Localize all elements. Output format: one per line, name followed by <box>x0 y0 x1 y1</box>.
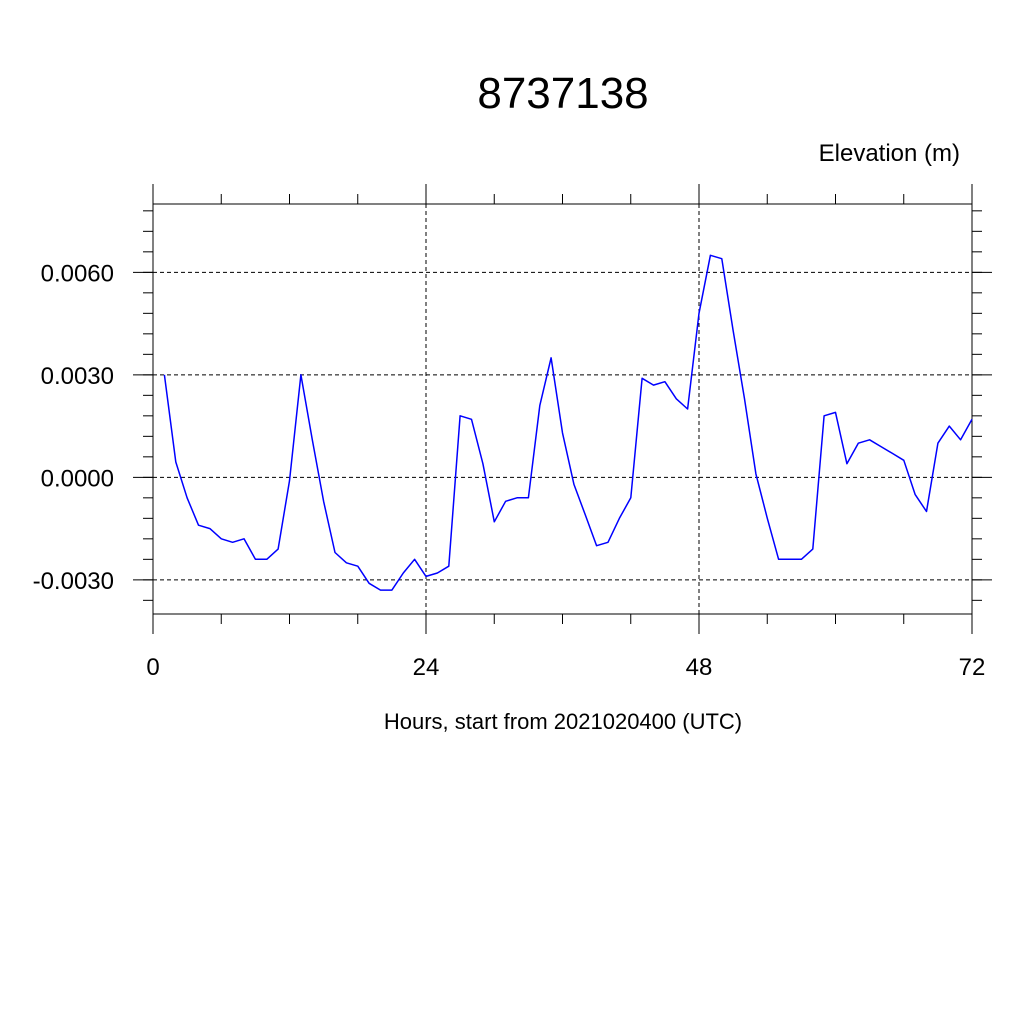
series-line <box>163 254 973 591</box>
data-point <box>698 312 701 315</box>
data-point <box>516 496 519 499</box>
data-point <box>550 356 553 359</box>
data-point <box>857 442 860 445</box>
data-point <box>299 373 302 376</box>
data-point <box>527 496 530 499</box>
data-point <box>868 438 871 441</box>
data-point <box>766 517 769 520</box>
data-point <box>186 496 189 499</box>
y-tick-label: 0.0060 <box>41 260 114 287</box>
data-point <box>231 541 234 544</box>
data-point <box>572 483 575 486</box>
data-point <box>800 558 803 561</box>
data-point <box>823 414 826 417</box>
data-point <box>288 479 291 482</box>
data-point <box>845 462 848 465</box>
data-point <box>891 452 894 455</box>
data-point <box>732 329 735 332</box>
data-point <box>447 565 450 568</box>
data-point <box>197 524 200 527</box>
data-point <box>413 558 416 561</box>
data-point <box>686 408 689 411</box>
data-point <box>368 582 371 585</box>
data-point <box>629 496 632 499</box>
data-point <box>345 561 348 564</box>
data-point <box>561 431 564 434</box>
data-point <box>390 589 393 592</box>
plot-frame <box>152 203 973 615</box>
units-label: Elevation (m) <box>819 140 960 167</box>
data-point <box>254 558 257 561</box>
data-point <box>936 442 939 445</box>
data-point <box>208 527 211 530</box>
x-tick-label: 48 <box>686 654 713 681</box>
tick-labels: 0 24 48 72 -0.0030 0.0000 0.0030 0.0060 <box>33 260 986 681</box>
y-tick-label: 0.0000 <box>41 465 114 492</box>
data-point <box>663 380 666 383</box>
data-point <box>709 254 712 257</box>
data-point <box>914 493 917 496</box>
data-point <box>584 513 587 516</box>
data-point <box>618 517 621 520</box>
x-tick-label: 0 <box>146 654 159 681</box>
x-axis-label: Hours, start from 2021020400 (UTC) <box>384 709 742 734</box>
chart-title: 8737138 <box>477 69 648 118</box>
major-ticks <box>133 184 992 634</box>
x-tick-label: 72 <box>959 654 986 681</box>
x-tick-label: 24 <box>413 654 440 681</box>
data-point <box>720 257 723 260</box>
data-point <box>538 404 541 407</box>
data-point <box>493 520 496 523</box>
data-point <box>504 500 507 503</box>
data-point <box>834 411 837 414</box>
data-point <box>652 384 655 387</box>
data-point <box>356 565 359 568</box>
y-tick-label: -0.0030 <box>33 568 114 595</box>
data-point <box>925 510 928 513</box>
data-point <box>948 425 951 428</box>
data-point <box>641 377 644 380</box>
data-point <box>311 438 314 441</box>
data-point <box>470 418 473 421</box>
data-point <box>379 589 382 592</box>
data-point <box>789 558 792 561</box>
data-point <box>425 575 428 578</box>
data-point <box>595 544 598 547</box>
data-point <box>402 572 405 575</box>
data-point <box>902 459 905 462</box>
data-point <box>174 461 177 464</box>
y-tick-label: 0.0030 <box>41 363 114 390</box>
series-group <box>163 254 974 592</box>
data-point <box>220 537 223 540</box>
data-point <box>322 500 325 503</box>
data-point <box>436 572 439 575</box>
data-point <box>243 537 246 540</box>
data-point <box>334 551 337 554</box>
data-point <box>459 414 462 417</box>
data-point <box>277 548 280 551</box>
data-point <box>481 462 484 465</box>
data-point <box>880 445 883 448</box>
data-point <box>163 373 166 376</box>
data-point <box>971 418 974 421</box>
data-point <box>777 558 780 561</box>
data-point <box>811 548 814 551</box>
data-point <box>265 558 268 561</box>
data-point <box>675 397 678 400</box>
data-point <box>754 472 757 475</box>
data-point <box>607 541 610 544</box>
data-point <box>743 397 746 400</box>
data-point <box>959 438 962 441</box>
